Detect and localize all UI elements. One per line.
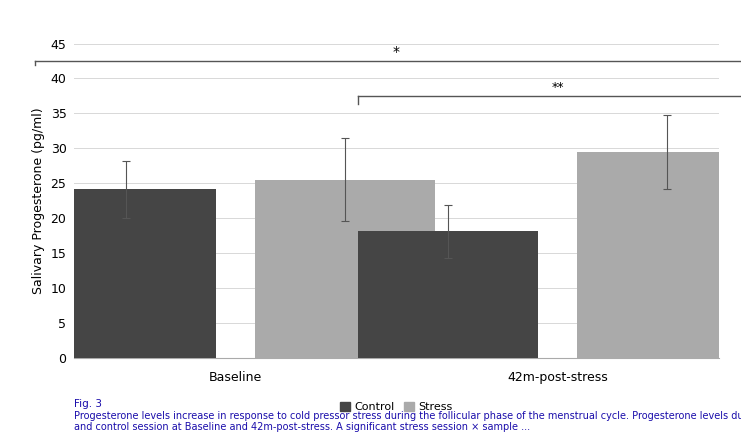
Legend: Control, Stress: Control, Stress — [336, 398, 457, 417]
Bar — [358, 231, 538, 358]
Text: and control session at Baseline and 42m-post-stress. A significant stress sessio: and control session at Baseline and 42m-… — [74, 422, 531, 432]
Text: Progesterone levels increase in response to cold pressor stress during the folli: Progesterone levels increase in response… — [74, 411, 741, 421]
Text: *: * — [393, 45, 400, 59]
Text: Fig. 3: Fig. 3 — [74, 399, 102, 409]
Bar — [577, 152, 741, 358]
Y-axis label: Salivary Progesterone (pg/ml): Salivary Progesterone (pg/ml) — [32, 107, 45, 294]
Bar — [255, 180, 435, 358]
Bar — [36, 189, 216, 358]
Text: **: ** — [551, 81, 564, 94]
